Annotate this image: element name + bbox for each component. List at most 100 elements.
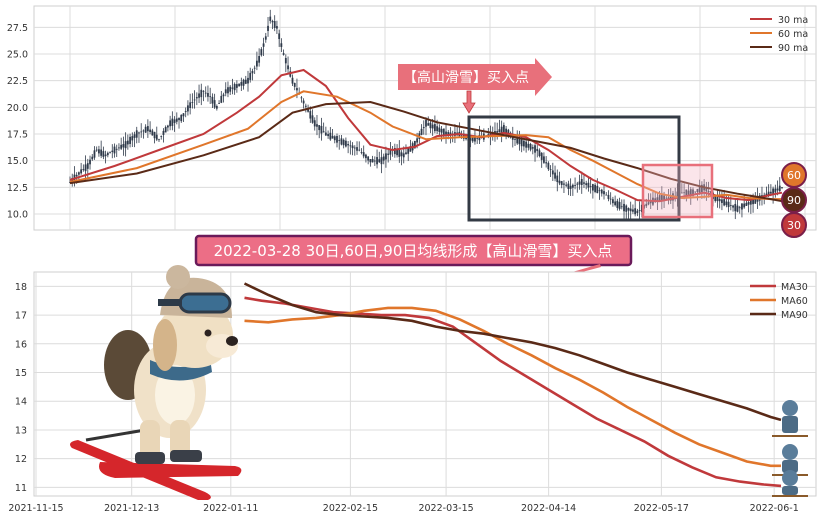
candle-body <box>578 181 581 185</box>
candle-body <box>525 141 528 148</box>
candle-body <box>182 113 185 117</box>
candle-body <box>160 136 163 137</box>
top-line-90-ma <box>69 100 783 203</box>
buy-point-callout: 【高山滑雪】买入点 <box>398 58 552 114</box>
top-y-tick-label: 22.5 <box>7 76 28 87</box>
candle-body <box>554 172 556 179</box>
candle-body <box>685 189 688 196</box>
candle-body <box>380 157 383 165</box>
candle-body <box>491 132 494 136</box>
candle-body <box>498 129 501 133</box>
bottom-x-tick-label: 2021-11-15 <box>8 503 63 514</box>
candle-body <box>413 140 416 149</box>
candle-body <box>365 154 367 159</box>
candle-body <box>345 140 347 147</box>
candle-body <box>500 126 503 133</box>
candle-body <box>545 162 548 164</box>
candle-body <box>398 149 401 157</box>
candle-body <box>754 196 757 204</box>
bottom-y-tick-label: 13 <box>15 425 27 436</box>
bottom-x-tick-label: 2022-01-11 <box>203 503 258 514</box>
legend-label-60ma: 60 ma <box>778 29 808 40</box>
candle-body <box>571 184 574 188</box>
candle-body <box>155 134 158 140</box>
candle-body <box>765 193 768 197</box>
candle-body <box>440 128 443 133</box>
candle-body <box>445 131 447 135</box>
candle-body <box>736 205 739 212</box>
candle-body <box>591 184 594 191</box>
candle-body <box>124 141 127 149</box>
bottom-y-tick-label: 18 <box>15 282 27 293</box>
candle-body <box>729 205 732 206</box>
candle-body <box>138 132 140 134</box>
candle-body <box>565 184 568 186</box>
candle-body <box>373 160 376 162</box>
bottom-x-tick-label: 2022-02-15 <box>323 503 378 514</box>
candle-body <box>204 92 207 94</box>
candle-body <box>474 135 476 142</box>
candle-body <box>609 198 612 200</box>
candle-body <box>396 149 398 156</box>
candle-body <box>587 182 590 188</box>
candle-body <box>692 189 694 196</box>
candle-body <box>118 147 120 149</box>
candle-body <box>89 159 91 165</box>
candle-body <box>718 199 721 202</box>
bottom-x-tick-label: 2022-06-1 <box>750 503 799 514</box>
candle-body <box>144 126 147 133</box>
candle-body <box>618 202 621 209</box>
candle-body <box>220 95 223 103</box>
top-y-tick-label: 10.0 <box>7 210 28 221</box>
bottom-y-tick-label: 17 <box>15 311 27 322</box>
candle-body <box>133 134 136 138</box>
candle-body <box>743 203 746 208</box>
candle-body <box>527 143 530 148</box>
badge-30-label: 30 <box>787 219 801 232</box>
candle-body <box>505 128 507 133</box>
candle-body <box>716 197 719 202</box>
candle-body <box>342 139 345 146</box>
candle-body <box>184 111 187 113</box>
candle-body <box>202 90 205 92</box>
candle-body <box>600 189 603 194</box>
candle-body <box>429 122 432 129</box>
legend-label-MA30: MA30 <box>781 282 808 293</box>
candle-body <box>271 21 274 23</box>
candle-body <box>171 118 174 126</box>
candle-body <box>235 84 238 88</box>
candle-body <box>253 67 256 69</box>
candle-body <box>209 96 212 98</box>
candle-body <box>583 182 585 184</box>
candle-body <box>146 126 149 132</box>
candle-body <box>767 191 770 196</box>
legend-label-MA90: MA90 <box>781 310 808 321</box>
candle-body <box>514 139 516 140</box>
top-gridlines <box>34 6 816 230</box>
candle-body <box>781 187 783 189</box>
hat-pompom <box>166 265 190 289</box>
candle-body <box>656 197 659 201</box>
candle-body <box>324 132 327 136</box>
skier-head <box>782 470 798 486</box>
candle-body <box>95 149 98 151</box>
candle-body <box>416 138 418 143</box>
candle-body <box>538 150 541 156</box>
legend-label-MA60: MA60 <box>781 296 808 307</box>
candle-body <box>131 136 134 141</box>
candle-body <box>327 134 329 137</box>
candle-body <box>623 203 625 212</box>
bottom-y-tick-labels: 11 12 13 14 15 16 17 18 <box>15 282 27 494</box>
candle-body <box>93 150 96 158</box>
candle-body <box>689 189 692 197</box>
candle-body <box>436 126 439 132</box>
candle-body <box>158 139 160 141</box>
top-chart: 10.0 12.5 15.0 17.5 20.0 22.5 25.0 27.5 【高山滑雪】买… <box>7 5 817 238</box>
candle-body <box>660 195 663 201</box>
candle-body <box>531 147 534 149</box>
candle-body <box>732 205 734 208</box>
candle-body <box>104 154 107 157</box>
candle-body <box>329 132 332 140</box>
candle-body <box>387 153 390 155</box>
candle-body <box>347 144 350 146</box>
